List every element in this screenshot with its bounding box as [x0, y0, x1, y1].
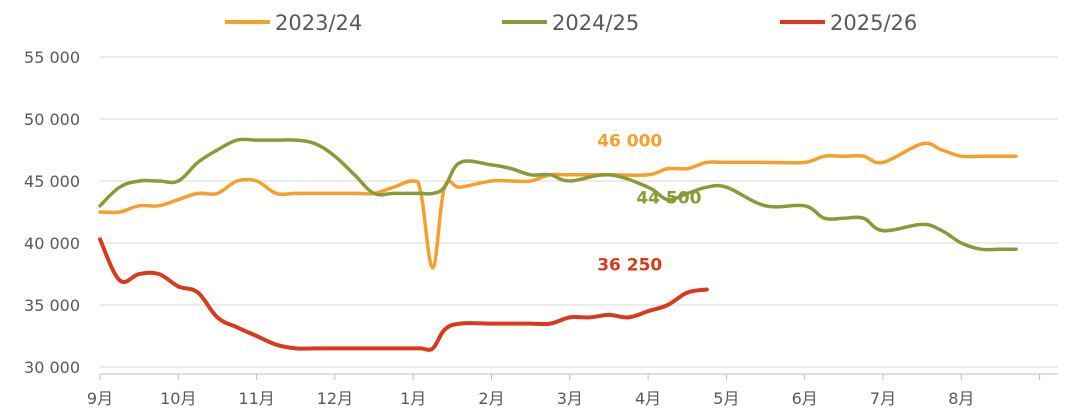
y-tick-label: 30 000 [24, 358, 80, 377]
legend-label-2023-24: 2023/24 [275, 11, 362, 35]
x-tick-label: 9月 [87, 389, 113, 408]
y-tick-label: 55 000 [24, 48, 80, 67]
legend-label-2024-25: 2024/25 [552, 11, 639, 35]
y-tick-label: 50 000 [24, 110, 80, 129]
x-tick-label: 6月 [792, 389, 818, 408]
series-line-2024-25 [98, 137, 1018, 252]
data-labels: 46 000 44 500 36 250 [597, 131, 701, 275]
y-axis: 30 000 35 000 40 000 45 000 50 000 55 000 [24, 48, 80, 377]
x-axis: 9月 10月 11月 12月 1月 2月 3月 4月 5月 6月 7月 8月 [87, 373, 1058, 408]
legend: 2023/24 2024/25 2025/26 [225, 11, 917, 35]
x-tick-label: 5月 [713, 389, 739, 408]
x-tick-label: 2月 [478, 389, 504, 408]
gridlines [100, 56, 1058, 368]
x-tick-label: 4月 [635, 389, 661, 408]
x-tick-label: 8月 [948, 389, 974, 408]
y-tick-label: 35 000 [24, 296, 80, 315]
series-group [98, 137, 1018, 352]
x-tick-label: 3月 [557, 389, 583, 408]
x-tick-label: 12月 [317, 389, 353, 408]
data-label-2024-25: 44 500 [636, 188, 701, 208]
y-tick-label: 40 000 [24, 234, 80, 253]
series-line-2025-26 [98, 237, 709, 352]
x-tick-label: 10月 [160, 389, 196, 408]
data-label-2023-24: 46 000 [597, 131, 662, 151]
series-line-2023-24 [98, 141, 1018, 270]
x-tick-label: 11月 [238, 389, 274, 408]
data-label-2025-26: 36 250 [597, 255, 662, 275]
y-tick-label: 45 000 [24, 172, 80, 191]
legend-label-2025-26: 2025/26 [830, 11, 917, 35]
x-tick-label: 7月 [870, 389, 896, 408]
x-tick-label: 1月 [400, 389, 426, 408]
